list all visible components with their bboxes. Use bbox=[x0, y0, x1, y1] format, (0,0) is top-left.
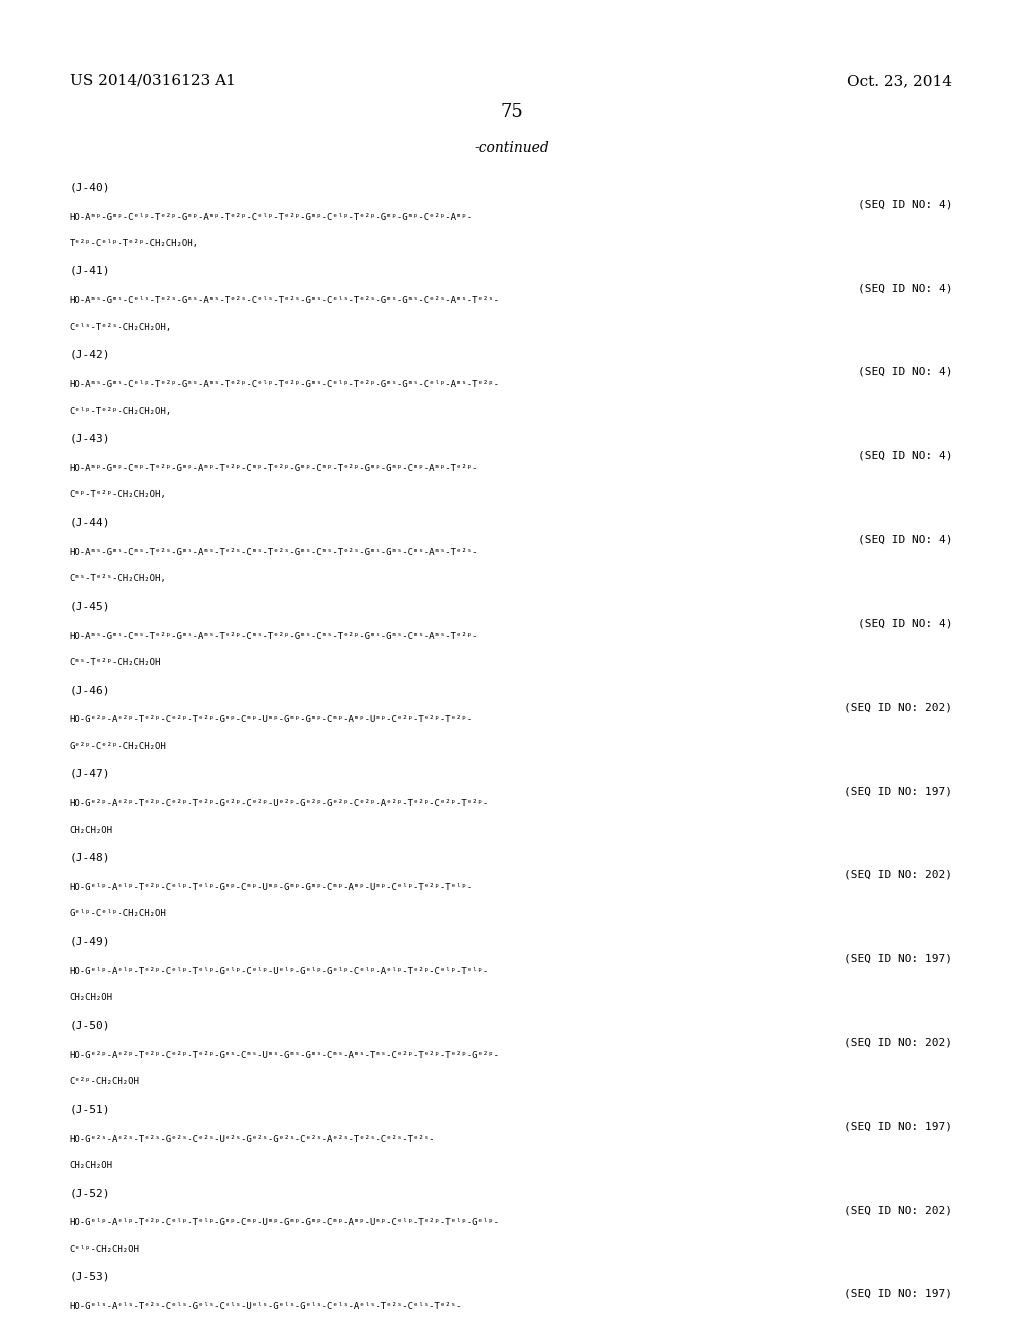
Text: CH₂CH₂OH: CH₂CH₂OH bbox=[70, 1162, 113, 1170]
Text: (J-45): (J-45) bbox=[70, 602, 111, 611]
Text: (J-53): (J-53) bbox=[70, 1272, 111, 1282]
Text: (J-43): (J-43) bbox=[70, 433, 111, 444]
Text: CH₂CH₂OH: CH₂CH₂OH bbox=[70, 826, 113, 834]
Text: HO-Gᵉˡᵖ-Aᵉˡᵖ-Tᵉ²ᵖ-Cᵉˡᵖ-Tᵉˡᵖ-Gᵐᵖ-Cᵐᵖ-Uᵐᵖ-Gᵐᵖ-Gᵐᵖ-Cᵐᵖ-Aᵐᵖ-Uᵐᵖ-Cᵉˡᵖ-Tᵉ²ᵖ-Tᵉˡᵖ-Gᵉˡᵖ-: HO-Gᵉˡᵖ-Aᵉˡᵖ-Tᵉ²ᵖ-Cᵉˡᵖ-Tᵉˡᵖ-Gᵐᵖ-Cᵐᵖ-Uᵐᵖ-… bbox=[70, 1218, 500, 1228]
Text: (SEQ ID NO: 197): (SEQ ID NO: 197) bbox=[845, 1122, 952, 1131]
Text: Cᵉˡᵖ-Tᵉ²ᵖ-CH₂CH₂OH,: Cᵉˡᵖ-Tᵉ²ᵖ-CH₂CH₂OH, bbox=[70, 407, 172, 416]
Text: (J-44): (J-44) bbox=[70, 517, 111, 528]
Text: (J-40): (J-40) bbox=[70, 182, 111, 193]
Text: (SEQ ID NO: 4): (SEQ ID NO: 4) bbox=[858, 618, 952, 628]
Text: Cᵐᵖ-Tᵉ²ᵖ-CH₂CH₂OH,: Cᵐᵖ-Tᵉ²ᵖ-CH₂CH₂OH, bbox=[70, 491, 166, 499]
Text: HO-Gᵉˡˢ-Aᵉˡˢ-Tᵉ²ˢ-Cᵉˡˢ-Gᵉˡˢ-Cᵉˡˢ-Uᵉˡˢ-Gᵉˡˢ-Gᵉˡˢ-Cᵉˡˢ-Aᵉˡˢ-Tᵉ²ˢ-Cᵉˡˢ-Tᵉ²ˢ-: HO-Gᵉˡˢ-Aᵉˡˢ-Tᵉ²ˢ-Cᵉˡˢ-Gᵉˡˢ-Cᵉˡˢ-Uᵉˡˢ-Gᵉ… bbox=[70, 1302, 462, 1311]
Text: HO-Gᵉˡᵖ-Aᵉˡᵖ-Tᵉ²ᵖ-Cᵉˡᵖ-Tᵉˡᵖ-Gᵉˡᵖ-Cᵉˡᵖ-Uᵉˡᵖ-Gᵉˡᵖ-Gᵉˡᵖ-Cᵉˡᵖ-Aᵉˡᵖ-Tᵉ²ᵖ-Cᵉˡᵖ-Tᵉˡᵖ-: HO-Gᵉˡᵖ-Aᵉˡᵖ-Tᵉ²ᵖ-Cᵉˡᵖ-Tᵉˡᵖ-Gᵉˡᵖ-Cᵉˡᵖ-Uᵉ… bbox=[70, 966, 488, 975]
Text: 75: 75 bbox=[501, 103, 523, 121]
Text: HO-Gᵉ²ᵖ-Aᵉ²ᵖ-Tᵉ²ᵖ-Cᵉ²ᵖ-Tᵉ²ᵖ-Gᵐˢ-Cᵐˢ-Uᵐˢ-Gᵐˢ-Gᵐˢ-Cᵐˢ-Aᵐˢ-Tᵐˢ-Cᵉ²ᵖ-Tᵉ²ᵖ-Tᵉ²ᵖ-Gᵉ²ᵖ-: HO-Gᵉ²ᵖ-Aᵉ²ᵖ-Tᵉ²ᵖ-Cᵉ²ᵖ-Tᵉ²ᵖ-Gᵐˢ-Cᵐˢ-Uᵐˢ-… bbox=[70, 1051, 500, 1060]
Text: (SEQ ID NO: 4): (SEQ ID NO: 4) bbox=[858, 451, 952, 461]
Text: (SEQ ID NO: 4): (SEQ ID NO: 4) bbox=[858, 199, 952, 210]
Text: Cᵉˡˢ-Tᵉ²ˢ-CH₂CH₂OH,: Cᵉˡˢ-Tᵉ²ˢ-CH₂CH₂OH, bbox=[70, 323, 172, 331]
Text: HO-Gᵉˡᵖ-Aᵉˡᵖ-Tᵉ²ᵖ-Cᵉˡᵖ-Tᵉˡᵖ-Gᵐᵖ-Cᵐᵖ-Uᵐᵖ-Gᵐᵖ-Gᵐᵖ-Cᵐᵖ-Aᵐᵖ-Uᵐᵖ-Cᵉˡᵖ-Tᵉ²ᵖ-Tᵉˡᵖ-: HO-Gᵉˡᵖ-Aᵉˡᵖ-Tᵉ²ᵖ-Cᵉˡᵖ-Tᵉˡᵖ-Gᵐᵖ-Cᵐᵖ-Uᵐᵖ-… bbox=[70, 883, 473, 892]
Text: (SEQ ID NO: 197): (SEQ ID NO: 197) bbox=[845, 787, 952, 796]
Text: (J-48): (J-48) bbox=[70, 853, 111, 863]
Text: (J-51): (J-51) bbox=[70, 1104, 111, 1114]
Text: US 2014/0316123 A1: US 2014/0316123 A1 bbox=[70, 74, 236, 88]
Text: (SEQ ID NO: 202): (SEQ ID NO: 202) bbox=[845, 702, 952, 713]
Text: (J-47): (J-47) bbox=[70, 768, 111, 779]
Text: (SEQ ID NO: 202): (SEQ ID NO: 202) bbox=[845, 870, 952, 880]
Text: HO-Aᵐᵖ-Gᵐᵖ-Cᵐᵖ-Tᵉ²ᵖ-Gᵐᵖ-Aᵐᵖ-Tᵉ²ᵖ-Cᵐᵖ-Tᵉ²ᵖ-Gᵐᵖ-Cᵐᵖ-Tᵉ²ᵖ-Gᵐᵖ-Gᵐᵖ-Cᵐᵖ-Aᵐᵖ-Tᵉ²ᵖ-: HO-Aᵐᵖ-Gᵐᵖ-Cᵐᵖ-Tᵉ²ᵖ-Gᵐᵖ-Aᵐᵖ-Tᵉ²ᵖ-Cᵐᵖ-Tᵉ²… bbox=[70, 465, 478, 473]
Text: -continued: -continued bbox=[475, 141, 549, 156]
Text: (J-50): (J-50) bbox=[70, 1020, 111, 1031]
Text: (J-42): (J-42) bbox=[70, 350, 111, 360]
Text: Tᵉ²ᵖ-Cᵉˡᵖ-Tᵉ²ᵖ-CH₂CH₂OH,: Tᵉ²ᵖ-Cᵉˡᵖ-Tᵉ²ᵖ-CH₂CH₂OH, bbox=[70, 239, 199, 248]
Text: Gᵉ²ᵖ-Cᵉ²ᵖ-CH₂CH₂OH: Gᵉ²ᵖ-Cᵉ²ᵖ-CH₂CH₂OH bbox=[70, 742, 166, 751]
Text: Cᵉ²ᵖ-CH₂CH₂OH: Cᵉ²ᵖ-CH₂CH₂OH bbox=[70, 1077, 139, 1086]
Text: (J-46): (J-46) bbox=[70, 685, 111, 696]
Text: HO-Aᵐˢ-Gᵐˢ-Cᵉˡᵖ-Tᵉ²ᵖ-Gᵐˢ-Aᵐˢ-Tᵉ²ᵖ-Cᵉˡᵖ-Tᵉ²ᵖ-Gᵐˢ-Cᵉˡᵖ-Tᵉ²ᵖ-Gᵐˢ-Gᵐˢ-Cᵉˡᵖ-Aᵐˢ-Tᵉ²ᵖ-: HO-Aᵐˢ-Gᵐˢ-Cᵉˡᵖ-Tᵉ²ᵖ-Gᵐˢ-Aᵐˢ-Tᵉ²ᵖ-Cᵉˡᵖ-T… bbox=[70, 380, 500, 389]
Text: (SEQ ID NO: 202): (SEQ ID NO: 202) bbox=[845, 1038, 952, 1048]
Text: Gᵉˡᵖ-Cᵉˡᵖ-CH₂CH₂OH: Gᵉˡᵖ-Cᵉˡᵖ-CH₂CH₂OH bbox=[70, 909, 166, 919]
Text: HO-Aᵐᵖ-Gᵐᵖ-Cᵉˡᵖ-Tᵉ²ᵖ-Gᵐᵖ-Aᵐᵖ-Tᵉ²ᵖ-Cᵉˡᵖ-Tᵉ²ᵖ-Gᵐᵖ-Cᵉˡᵖ-Tᵉ²ᵖ-Gᵐᵖ-Gᵐᵖ-Cᵉ²ᵖ-Aᵐᵖ-: HO-Aᵐᵖ-Gᵐᵖ-Cᵉˡᵖ-Tᵉ²ᵖ-Gᵐᵖ-Aᵐᵖ-Tᵉ²ᵖ-Cᵉˡᵖ-T… bbox=[70, 213, 473, 222]
Text: (SEQ ID NO: 197): (SEQ ID NO: 197) bbox=[845, 953, 952, 964]
Text: HO-Aᵐˢ-Gᵐˢ-Cᵐˢ-Tᵉ²ᵖ-Gᵐˢ-Aᵐˢ-Tᵉ²ᵖ-Cᵐˢ-Tᵉ²ᵖ-Gᵐˢ-Cᵐˢ-Tᵉ²ᵖ-Gᵐˢ-Gᵐˢ-Cᵐˢ-Aᵐˢ-Tᵉ²ᵖ-: HO-Aᵐˢ-Gᵐˢ-Cᵐˢ-Tᵉ²ᵖ-Gᵐˢ-Aᵐˢ-Tᵉ²ᵖ-Cᵐˢ-Tᵉ²… bbox=[70, 632, 478, 640]
Text: (SEQ ID NO: 4): (SEQ ID NO: 4) bbox=[858, 367, 952, 378]
Text: (SEQ ID NO: 4): (SEQ ID NO: 4) bbox=[858, 535, 952, 545]
Text: Cᵉˡᵖ-CH₂CH₂OH: Cᵉˡᵖ-CH₂CH₂OH bbox=[70, 1245, 139, 1254]
Text: HO-Gᵉ²ᵖ-Aᵉ²ᵖ-Tᵉ²ᵖ-Cᵉ²ᵖ-Tᵉ²ᵖ-Gᵐᵖ-Cᵐᵖ-Uᵐᵖ-Gᵐᵖ-Gᵐᵖ-Cᵐᵖ-Aᵐᵖ-Uᵐᵖ-Cᵉ²ᵖ-Tᵉ²ᵖ-Tᵉ²ᵖ-: HO-Gᵉ²ᵖ-Aᵉ²ᵖ-Tᵉ²ᵖ-Cᵉ²ᵖ-Tᵉ²ᵖ-Gᵐᵖ-Cᵐᵖ-Uᵐᵖ-… bbox=[70, 715, 473, 725]
Text: (J-49): (J-49) bbox=[70, 937, 111, 946]
Text: Cᵐˢ-Tᵉ²ˢ-CH₂CH₂OH,: Cᵐˢ-Tᵉ²ˢ-CH₂CH₂OH, bbox=[70, 574, 166, 583]
Text: HO-Gᵉ²ᵖ-Aᵉ²ᵖ-Tᵉ²ᵖ-Cᵉ²ᵖ-Tᵉ²ᵖ-Gᵉ²ᵖ-Cᵉ²ᵖ-Uᵉ²ᵖ-Gᵉ²ᵖ-Gᵉ²ᵖ-Cᵉ²ᵖ-Aᵉ²ᵖ-Tᵉ²ᵖ-Cᵉ²ᵖ-Tᵉ²ᵖ-: HO-Gᵉ²ᵖ-Aᵉ²ᵖ-Tᵉ²ᵖ-Cᵉ²ᵖ-Tᵉ²ᵖ-Gᵉ²ᵖ-Cᵉ²ᵖ-Uᵉ… bbox=[70, 800, 488, 808]
Text: (J-41): (J-41) bbox=[70, 267, 111, 276]
Text: CH₂CH₂OH: CH₂CH₂OH bbox=[70, 993, 113, 1002]
Text: HO-Aᵐˢ-Gᵐˢ-Cᵉˡˢ-Tᵉ²ˢ-Gᵐˢ-Aᵐˢ-Tᵉ²ˢ-Cᵉˡˢ-Tᵉ²ˢ-Gᵐˢ-Cᵉˡˢ-Tᵉ²ˢ-Gᵐˢ-Gᵐˢ-Cᵉ²ˢ-Aᵐˢ-Tᵉ²ˢ-: HO-Aᵐˢ-Gᵐˢ-Cᵉˡˢ-Tᵉ²ˢ-Gᵐˢ-Aᵐˢ-Tᵉ²ˢ-Cᵉˡˢ-T… bbox=[70, 297, 500, 305]
Text: Cᵐˢ-Tᵉ²ᵖ-CH₂CH₂OH: Cᵐˢ-Tᵉ²ᵖ-CH₂CH₂OH bbox=[70, 659, 161, 667]
Text: Oct. 23, 2014: Oct. 23, 2014 bbox=[847, 74, 952, 88]
Text: (J-52): (J-52) bbox=[70, 1188, 111, 1199]
Text: (SEQ ID NO: 197): (SEQ ID NO: 197) bbox=[845, 1288, 952, 1299]
Text: HO-Gᵉ²ˢ-Aᵉ²ˢ-Tᵉ²ˢ-Gᵉ²ˢ-Cᵉ²ˢ-Uᵉ²ˢ-Gᵉ²ˢ-Gᵉ²ˢ-Cᵉ²ˢ-Aᵉ²ˢ-Tᵉ²ˢ-Cᵉ²ˢ-Tᵉ²ˢ-: HO-Gᵉ²ˢ-Aᵉ²ˢ-Tᵉ²ˢ-Gᵉ²ˢ-Cᵉ²ˢ-Uᵉ²ˢ-Gᵉ²ˢ-Gᵉ… bbox=[70, 1135, 435, 1143]
Text: (SEQ ID NO: 202): (SEQ ID NO: 202) bbox=[845, 1205, 952, 1216]
Text: (SEQ ID NO: 4): (SEQ ID NO: 4) bbox=[858, 284, 952, 293]
Text: HO-Aᵐˢ-Gᵐˢ-Cᵐˢ-Tᵉ²ˢ-Gᵐˢ-Aᵐˢ-Tᵉ²ˢ-Cᵐˢ-Tᵉ²ˢ-Gᵐˢ-Cᵐˢ-Tᵉ²ˢ-Gᵐˢ-Gᵐˢ-Cᵐˢ-Aᵐˢ-Tᵉ²ˢ-: HO-Aᵐˢ-Gᵐˢ-Cᵐˢ-Tᵉ²ˢ-Gᵐˢ-Aᵐˢ-Tᵉ²ˢ-Cᵐˢ-Tᵉ²… bbox=[70, 548, 478, 557]
